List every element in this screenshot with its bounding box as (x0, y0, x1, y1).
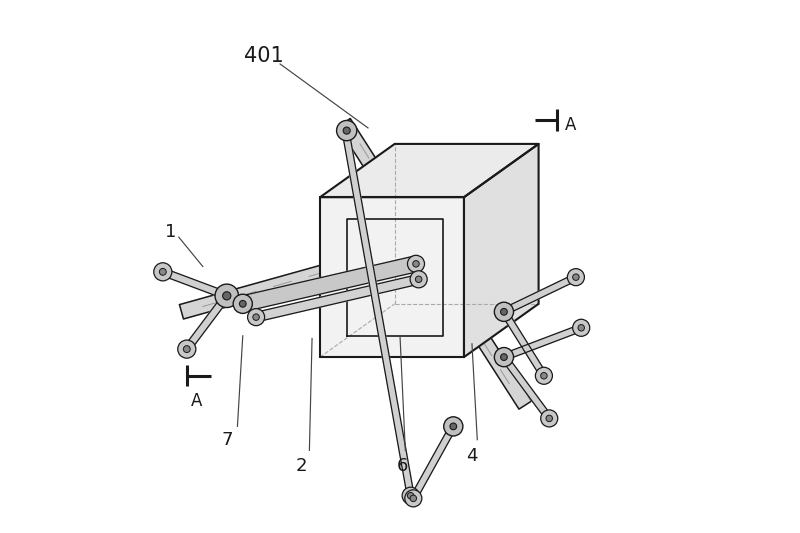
Polygon shape (502, 274, 578, 315)
Polygon shape (501, 355, 552, 421)
Polygon shape (502, 325, 582, 360)
Circle shape (215, 284, 238, 308)
Circle shape (222, 292, 231, 300)
Circle shape (578, 325, 585, 331)
Circle shape (541, 373, 547, 379)
Circle shape (239, 301, 246, 307)
Circle shape (546, 415, 553, 422)
Circle shape (402, 487, 419, 504)
Text: A: A (190, 392, 202, 410)
Polygon shape (184, 294, 230, 351)
Circle shape (501, 354, 507, 360)
Polygon shape (162, 268, 228, 300)
Circle shape (410, 271, 427, 288)
Text: 2: 2 (296, 457, 307, 475)
Circle shape (234, 295, 251, 312)
Circle shape (407, 492, 414, 499)
Polygon shape (241, 256, 418, 312)
Circle shape (494, 348, 514, 367)
Circle shape (154, 263, 172, 281)
Polygon shape (341, 122, 414, 496)
Polygon shape (501, 310, 547, 377)
Text: 1: 1 (165, 223, 177, 241)
Circle shape (501, 309, 507, 315)
Text: 7: 7 (221, 431, 233, 449)
Circle shape (407, 255, 425, 272)
Text: A: A (566, 116, 577, 134)
Circle shape (494, 302, 514, 321)
Circle shape (573, 274, 579, 280)
Text: 6: 6 (397, 457, 408, 475)
Circle shape (444, 417, 463, 436)
Polygon shape (464, 144, 538, 357)
Circle shape (233, 294, 252, 313)
Circle shape (450, 423, 457, 430)
Circle shape (573, 319, 590, 336)
Circle shape (410, 495, 417, 502)
Circle shape (567, 269, 585, 286)
Circle shape (239, 301, 246, 307)
Circle shape (247, 309, 265, 326)
Circle shape (183, 346, 190, 352)
Polygon shape (320, 197, 464, 357)
Circle shape (343, 127, 350, 134)
Circle shape (337, 120, 357, 141)
Circle shape (159, 269, 166, 275)
Circle shape (541, 410, 558, 427)
Circle shape (535, 367, 553, 384)
Polygon shape (338, 118, 531, 409)
Polygon shape (255, 274, 420, 322)
Polygon shape (179, 209, 527, 319)
Text: 4: 4 (466, 447, 478, 465)
Circle shape (405, 490, 422, 507)
Circle shape (253, 314, 259, 320)
Polygon shape (320, 144, 538, 197)
Polygon shape (410, 425, 456, 500)
Circle shape (178, 340, 196, 358)
Circle shape (415, 276, 422, 282)
Text: 401: 401 (244, 46, 284, 66)
Circle shape (413, 261, 419, 267)
